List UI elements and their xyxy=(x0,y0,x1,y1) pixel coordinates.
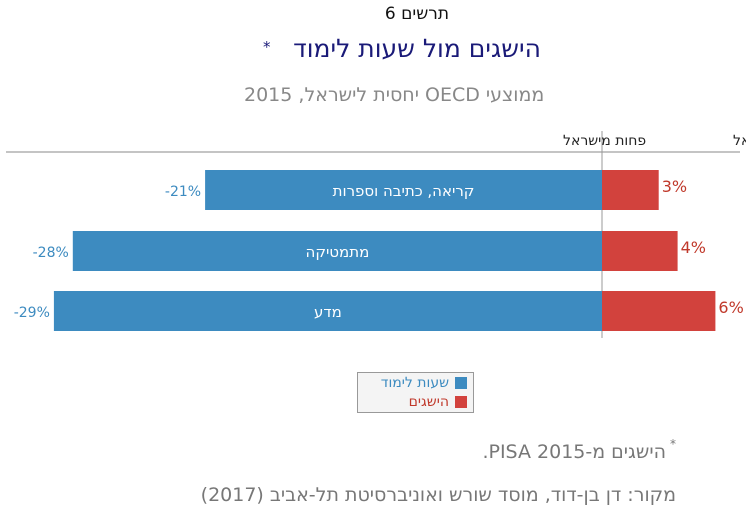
chart-title: הישגים מול שעות לימוד xyxy=(293,34,541,63)
bar-hours-0 xyxy=(205,170,602,210)
value-label-hours-1: -28% xyxy=(33,245,69,261)
legend-item-achievement: הישגים xyxy=(409,394,467,410)
bar-achievement-0 xyxy=(602,170,659,210)
legend: שעות לימוד הישגים xyxy=(357,372,474,413)
bar-achievement-2 xyxy=(602,291,716,331)
bar-chart: פחות מישראל יותר מישראל קריאה, כתיבה וספרו… xyxy=(6,131,746,338)
bar-hours-1 xyxy=(72,231,603,271)
bar-achievement-1 xyxy=(602,231,678,271)
legend-label-hours: שעות לימוד xyxy=(380,375,449,391)
value-label-hours-2: -29% xyxy=(14,305,50,321)
source-note: מקור: דן בן-דוד, מוסד שורש ואוניברסיטת ת… xyxy=(200,484,676,506)
header-more-than-israel: יותר מישראל xyxy=(733,133,746,149)
legend-item-hours: שעות לימוד xyxy=(381,375,467,391)
legend-swatch-achievement xyxy=(455,396,467,408)
footnote-marker: * xyxy=(670,437,676,451)
legend-swatch-hours xyxy=(455,377,467,389)
value-label-achievement-1: 4% xyxy=(681,238,706,257)
title-footnote-marker: * xyxy=(263,38,271,56)
category-label-0: קריאה, כתיבה וספרות xyxy=(333,182,475,200)
bar-hours-2 xyxy=(53,291,602,331)
value-label-achievement-0: 3% xyxy=(662,177,687,196)
category-label-1: מתמטיקה xyxy=(306,243,370,261)
figure-label: תרשים 6 xyxy=(384,4,450,24)
value-label-hours-0: -21% xyxy=(165,184,201,200)
category-label-2: מדע xyxy=(314,303,342,321)
value-label-achievement-2: 6% xyxy=(718,298,743,317)
legend-label-achievement: הישגים xyxy=(408,394,449,410)
chart-subtitle: ממוצעי OECD יחסית לישראל, 2015 xyxy=(244,84,545,106)
footnote: הישגים מ-2015 PISA. xyxy=(482,441,666,463)
header-less-than-israel: פחות מישראל xyxy=(563,133,646,149)
